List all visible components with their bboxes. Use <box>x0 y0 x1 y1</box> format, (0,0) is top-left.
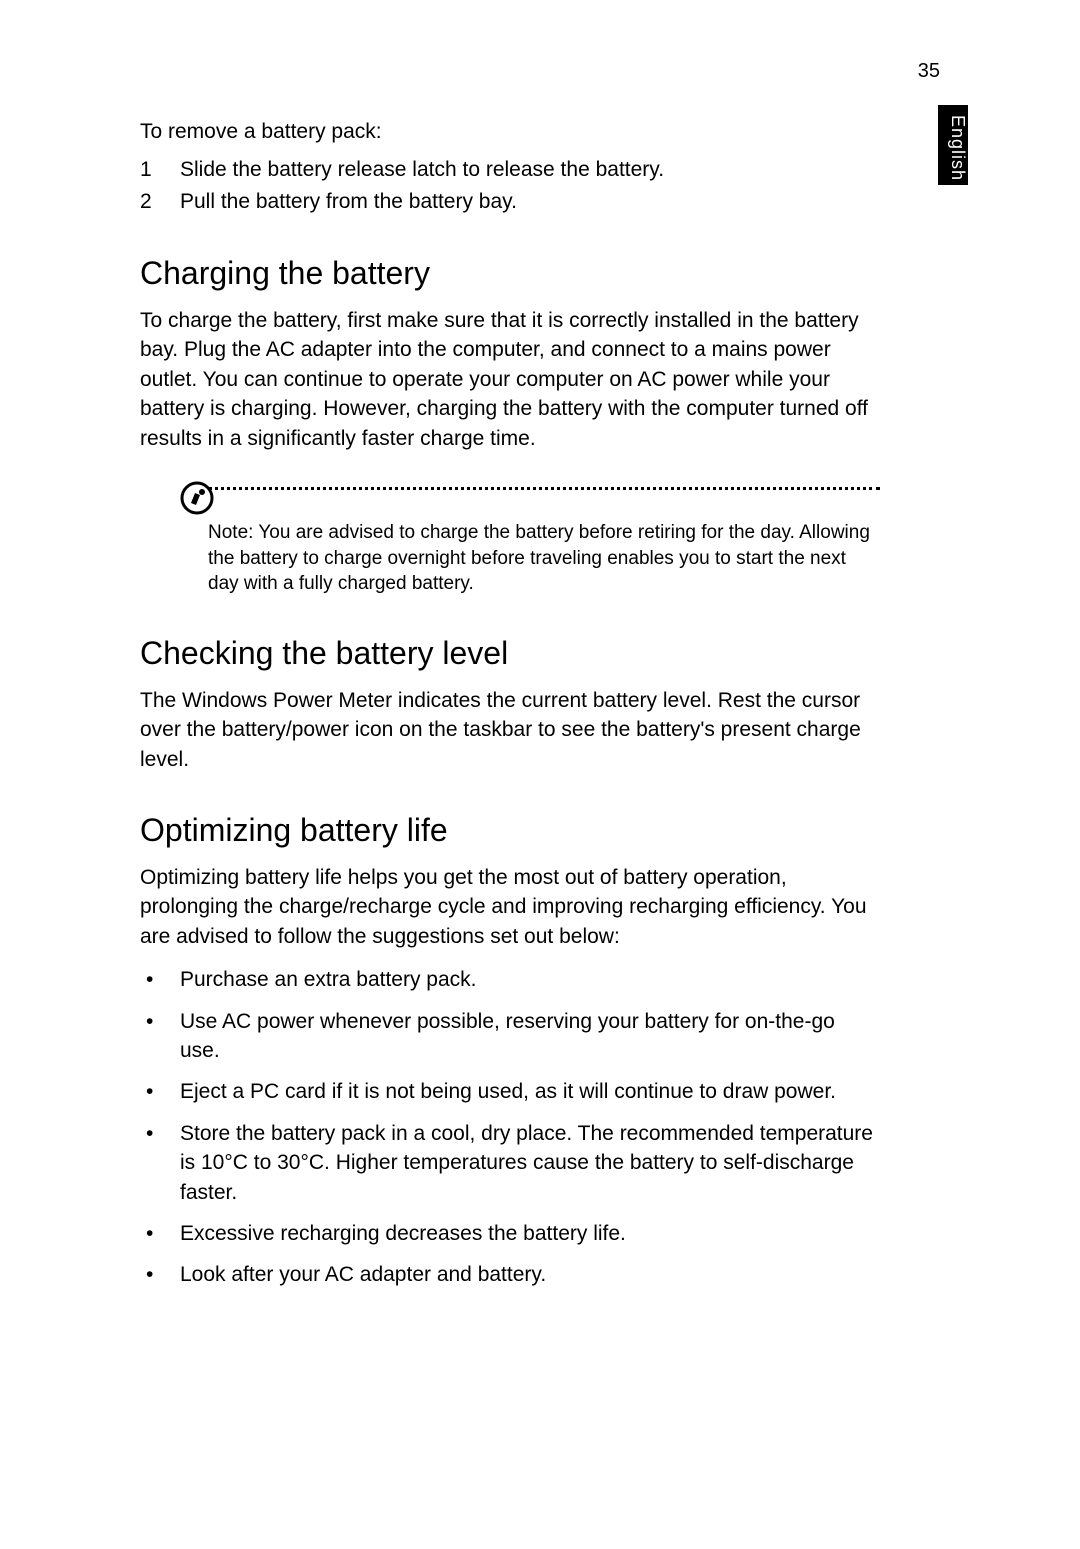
intro-text: To remove a battery pack: <box>140 120 880 144</box>
bullet-icon: • <box>140 1119 180 1207</box>
list-item: 2 Pull the battery from the battery bay. <box>140 186 880 218</box>
note-text: Note: You are advised to charge the batt… <box>208 520 880 597</box>
list-item: • Excessive recharging decreases the bat… <box>140 1219 880 1248</box>
bullet-text: Eject a PC card if it is not being used,… <box>180 1077 880 1106</box>
list-item: 1 Slide the battery release latch to rel… <box>140 154 880 186</box>
heading-optimizing: Optimizing battery life <box>140 812 880 849</box>
bullet-text: Look after your AC adapter and battery. <box>180 1260 880 1289</box>
language-tab: English <box>938 105 968 185</box>
body-charging: To charge the battery, first make sure t… <box>140 306 880 453</box>
note-icon-col <box>140 481 208 597</box>
note-block: Note: You are advised to charge the batt… <box>140 481 880 597</box>
bullet-icon: • <box>140 1077 180 1106</box>
body-checking: The Windows Power Meter indicates the cu… <box>140 686 880 774</box>
list-item: • Purchase an extra battery pack. <box>140 965 880 994</box>
bullet-text: Use AC power whenever possible, reservin… <box>180 1007 880 1066</box>
list-item: • Store the battery pack in a cool, dry … <box>140 1119 880 1207</box>
list-text: Pull the battery from the battery bay. <box>180 186 517 218</box>
bullet-text: Store the battery pack in a cool, dry pl… <box>180 1119 880 1207</box>
note-text-col: Note: You are advised to charge the batt… <box>208 481 880 597</box>
list-item: • Use AC power whenever possible, reserv… <box>140 1007 880 1066</box>
bullet-icon: • <box>140 1007 180 1066</box>
body-optimizing: Optimizing battery life helps you get th… <box>140 863 880 951</box>
numbered-list: 1 Slide the battery release latch to rel… <box>140 154 880 217</box>
page-number: 35 <box>918 60 940 83</box>
bullet-list: • Purchase an extra battery pack. • Use … <box>140 965 880 1290</box>
bullet-text: Purchase an extra battery pack. <box>180 965 880 994</box>
list-number: 2 <box>140 186 180 218</box>
dotted-divider <box>208 487 880 490</box>
heading-charging: Charging the battery <box>140 255 880 292</box>
list-item: • Eject a PC card if it is not being use… <box>140 1077 880 1106</box>
list-text: Slide the battery release latch to relea… <box>180 154 664 186</box>
bullet-icon: • <box>140 965 180 994</box>
bullet-icon: • <box>140 1219 180 1248</box>
bullet-icon: • <box>140 1260 180 1289</box>
bullet-text: Excessive recharging decreases the batte… <box>180 1219 880 1248</box>
list-item: • Look after your AC adapter and battery… <box>140 1260 880 1289</box>
heading-checking: Checking the battery level <box>140 635 880 672</box>
list-number: 1 <box>140 154 180 186</box>
page-content: 35 English To remove a battery pack: 1 S… <box>140 60 880 1302</box>
